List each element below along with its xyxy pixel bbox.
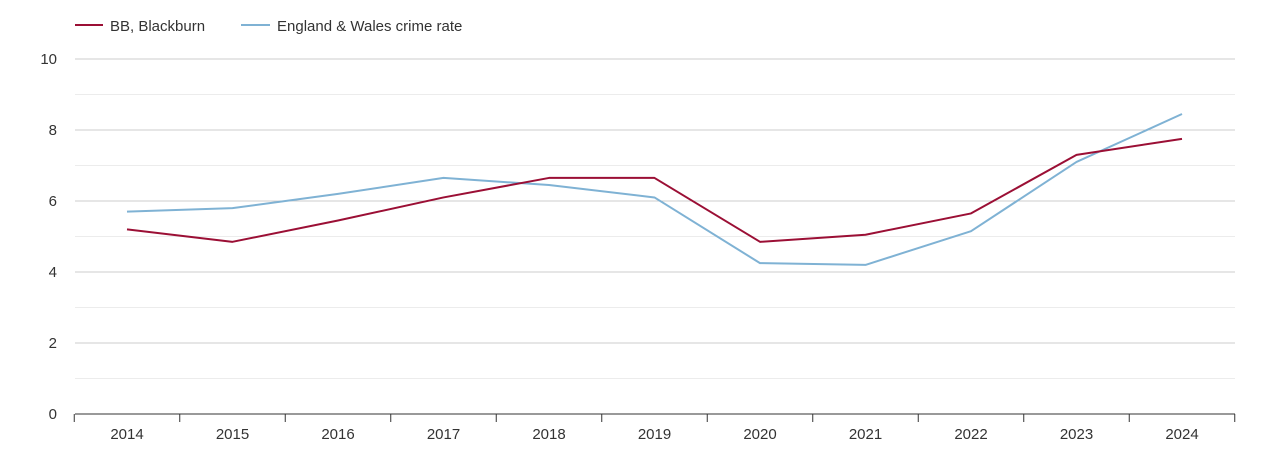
y-tick-label: 0 (49, 406, 57, 423)
x-tick-label: 2021 (849, 426, 882, 443)
y-tick-label: 8 (49, 122, 57, 139)
y-tick-label: 6 (49, 193, 57, 210)
x-tick-label: 2019 (638, 426, 671, 443)
x-tick-label: 2018 (532, 426, 565, 443)
series-line-blackburn (126, 137, 1183, 243)
x-tick-label: 2024 (1165, 426, 1198, 443)
y-tick-label: 10 (40, 51, 57, 68)
y-tick-label: 4 (49, 264, 57, 281)
x-tick-label: 2020 (743, 426, 776, 443)
x-tick-label: 2017 (427, 426, 460, 443)
x-tick-label: 2014 (110, 426, 143, 443)
x-tick-label: 2022 (954, 426, 987, 443)
x-tick-label: 2016 (321, 426, 354, 443)
series-line-england-wales (126, 113, 1183, 266)
legend-label-england-wales: England & Wales crime rate (277, 18, 462, 35)
series-lines (126, 113, 1183, 266)
legend-item-england-wales: England & Wales crime rate (241, 18, 462, 35)
legend-item-blackburn: BB, Blackburn (75, 18, 205, 35)
legend: BB, Blackburn England & Wales crime rate (75, 18, 462, 35)
x-tick-label: 2023 (1060, 426, 1093, 443)
y-axis: 0 2 4 6 8 10 (40, 51, 57, 423)
x-axis: 2014 2015 2016 2017 2018 2019 2020 2021 2022 2023… (73, 414, 1236, 443)
gridlines (75, 58, 1235, 379)
x-tick-label: 2015 (216, 426, 249, 443)
legend-label-blackburn: BB, Blackburn (110, 18, 205, 35)
y-tick-label: 2 (49, 335, 57, 352)
